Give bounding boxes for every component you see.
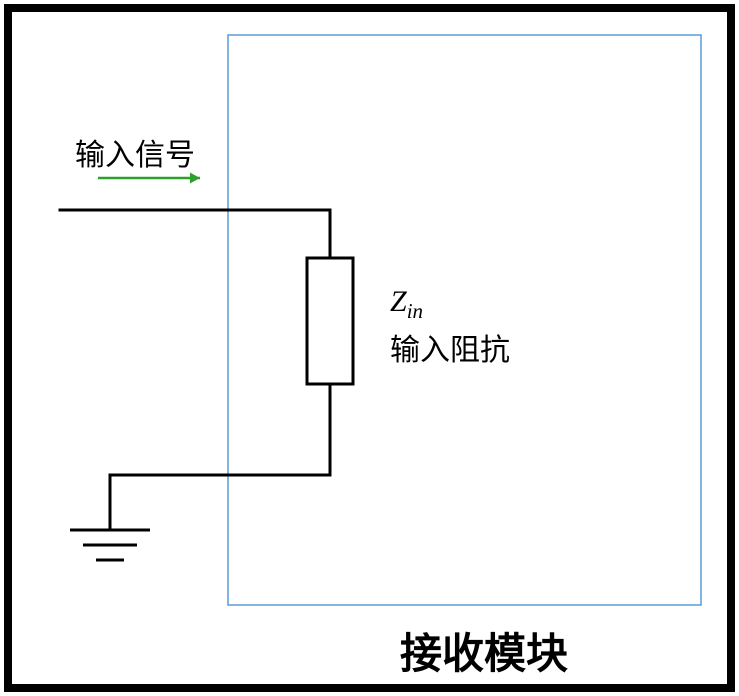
zin-symbol-label: Zin xyxy=(390,285,423,324)
inner-module-box xyxy=(228,35,701,605)
module-label: 接收模块 xyxy=(400,620,568,681)
outer-frame xyxy=(8,8,731,688)
input-signal-label: 输入信号 xyxy=(75,130,195,174)
zin-description-label: 输入阻抗 xyxy=(390,325,510,369)
input-arrow-head xyxy=(190,173,200,184)
resistor-symbol xyxy=(307,258,353,384)
circuit-diagram xyxy=(0,0,739,696)
